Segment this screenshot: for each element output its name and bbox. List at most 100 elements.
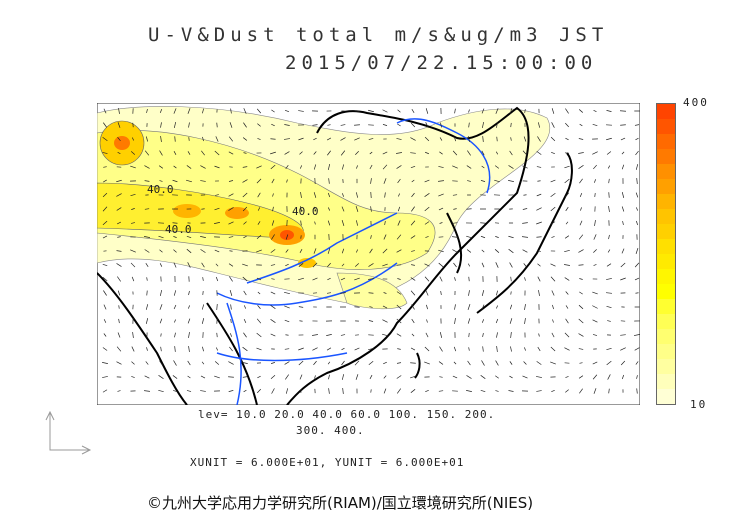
wind-arrow [143, 236, 151, 238]
colorbar-band [657, 254, 675, 269]
wind-arrow [340, 124, 346, 126]
wind-arrow [328, 374, 330, 380]
wind-arrow [620, 277, 626, 281]
wind-arrow [354, 263, 360, 267]
wind-arrow [174, 346, 176, 352]
wind-arrow [524, 318, 526, 324]
wind-arrow [509, 150, 513, 156]
wind-arrow [440, 290, 442, 296]
wind-arrow [102, 192, 108, 198]
wind-arrow [327, 220, 331, 226]
wind-arrow [522, 222, 528, 224]
wind-arrow [495, 375, 499, 379]
wind-arrow [467, 263, 471, 267]
colorbar-band [657, 314, 675, 329]
wind-arrow [453, 346, 457, 352]
wind-arrow [284, 305, 290, 309]
wind-arrow [228, 390, 234, 392]
wind-arrow [173, 249, 177, 253]
wind-arrow [257, 192, 261, 198]
wind-arrow [550, 179, 556, 183]
wind-arrow [453, 262, 457, 268]
wind-arrow [299, 320, 303, 322]
wind-arrow [439, 137, 443, 141]
wind-arrow [564, 235, 570, 239]
wind-arrow [468, 347, 470, 351]
wind-arrow [102, 136, 108, 142]
wind-arrow [579, 362, 583, 364]
wind-arrow [369, 248, 373, 254]
wind-arrow [425, 108, 429, 114]
wind-arrow [578, 152, 584, 154]
wind-arrow [410, 347, 416, 351]
wind-arrow [607, 165, 611, 169]
wind-arrow [608, 234, 610, 240]
wind-arrow [424, 206, 430, 212]
wind-arrow [300, 192, 302, 198]
wind-arrow [242, 206, 248, 212]
wind-arrow [593, 249, 597, 253]
wind-arrow [200, 180, 206, 182]
wind-arrow [158, 375, 164, 379]
wind-arrow [550, 206, 556, 212]
wind-arrow [438, 193, 444, 197]
wind-arrow [480, 375, 486, 379]
wind-arrow [215, 136, 219, 142]
wind-arrow [159, 108, 163, 114]
wind-arrow [424, 179, 430, 183]
wind-arrow [174, 136, 176, 142]
wind-arrow [356, 220, 358, 226]
wind-arrow [159, 318, 163, 324]
wind-arrow [271, 123, 275, 127]
wind-arrow [284, 151, 290, 155]
wind-arrow [201, 262, 205, 268]
wind-arrow [355, 150, 359, 156]
wind-arrow [383, 388, 387, 394]
wind-arrow [621, 192, 625, 198]
wind-arrow [314, 375, 316, 379]
wind-arrow [621, 206, 625, 212]
wind-arrow [118, 108, 120, 114]
wind-arrow [509, 108, 513, 114]
wind-arrow [551, 332, 555, 338]
wind-arrow [200, 249, 206, 253]
wind-arrow [550, 346, 556, 352]
wind-arrow [340, 277, 346, 281]
wind-arrow [243, 221, 247, 225]
reference-vector-icon [45, 410, 92, 455]
wind-arrow [327, 124, 331, 126]
wind-arrow [564, 165, 570, 169]
wind-arrow [496, 290, 498, 296]
wind-arrow [327, 262, 331, 268]
wind-arrow [103, 122, 107, 128]
wind-arrow [146, 290, 148, 296]
wind-arrow [256, 388, 262, 394]
wind-arrow [243, 108, 247, 114]
wind-arrow [173, 290, 177, 296]
wind-arrow [102, 276, 108, 282]
wind-arrow [144, 249, 150, 253]
wind-arrow [592, 291, 598, 295]
wind-arrow [228, 136, 234, 142]
wind-arrow [102, 376, 108, 378]
wind-arrow [565, 389, 569, 393]
wind-arrow [383, 292, 387, 294]
wind-arrow [215, 194, 219, 196]
wind-arrow [565, 137, 569, 141]
wind-arrow [340, 292, 346, 294]
wind-arrow [103, 290, 107, 296]
wind-arrow [594, 179, 596, 183]
wind-arrow [509, 318, 513, 324]
wind-arrow [342, 164, 344, 170]
colorbar-band [657, 149, 675, 164]
wind-arrow [563, 264, 571, 266]
wind-arrow [480, 390, 486, 392]
wind-arrow [271, 220, 275, 226]
wind-arrow [424, 276, 430, 282]
wind-arrow [229, 346, 233, 352]
wind-arrow [383, 234, 387, 240]
wind-arrow [579, 278, 583, 280]
wind-arrow [496, 122, 498, 128]
wind-arrow [313, 137, 317, 141]
wind-arrow [257, 207, 261, 211]
